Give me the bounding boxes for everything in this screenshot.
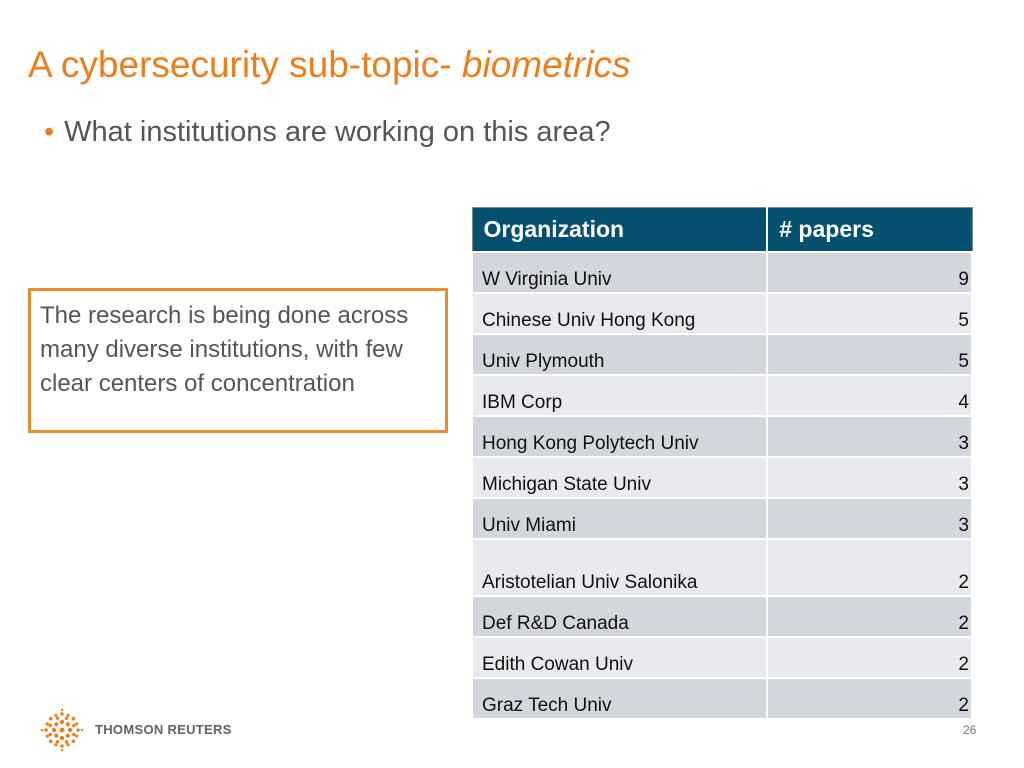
- papers-cell: 3: [766, 415, 973, 458]
- organization-cell: Chinese Univ Hong Kong: [470, 292, 769, 335]
- papers-cell: 2: [766, 677, 973, 720]
- thomson-reuters-logo-icon: [40, 708, 84, 752]
- organization-cell: Michigan State Univ: [470, 456, 769, 499]
- organization-cell: Univ Plymouth: [470, 333, 769, 376]
- slide-title: A cybersecurity sub-topic- biometrics: [28, 44, 631, 86]
- table-row: Chinese Univ Hong Kong 5: [470, 292, 973, 335]
- organization-cell: Aristotelian Univ Salonika: [470, 538, 769, 597]
- table-row: Univ Miami 3: [470, 497, 973, 540]
- organization-cell: Univ Miami: [470, 497, 769, 540]
- bullet-dot-icon: •: [44, 116, 55, 148]
- table-row: Michigan State Univ 3: [470, 456, 973, 499]
- callout-box: The research is being done across many d…: [28, 288, 448, 433]
- bullet-item: • What institutions are working on this a…: [44, 116, 611, 149]
- table-header-row: Organization # papers: [472, 207, 972, 253]
- table-row: Aristotelian Univ Salonika 2: [470, 538, 973, 597]
- table-row: Univ Plymouth 5: [470, 333, 973, 376]
- table-row: Edith Cowan Univ 2: [470, 636, 973, 679]
- papers-cell: 3: [766, 456, 973, 499]
- papers-cell: 2: [766, 595, 973, 638]
- column-header-papers: # papers: [767, 207, 972, 253]
- title-emphasis: biometrics: [461, 44, 631, 85]
- table-row: Hong Kong Polytech Univ 3: [470, 415, 973, 458]
- organization-cell: Def R&D Canada: [470, 595, 769, 638]
- table-row: Def R&D Canada 2: [470, 595, 973, 638]
- title-plain: A cybersecurity sub-topic-: [28, 44, 462, 85]
- papers-cell: 4: [766, 374, 973, 417]
- organization-cell: Edith Cowan Univ: [470, 636, 769, 679]
- organizations-table: Organization # papers W Virginia Univ 9 …: [470, 207, 973, 720]
- organization-cell: Hong Kong Polytech Univ: [470, 415, 769, 458]
- table-row: W Virginia Univ 9: [470, 251, 973, 294]
- papers-cell: 5: [766, 333, 973, 376]
- table-row: IBM Corp 4: [470, 374, 973, 417]
- papers-cell: 3: [766, 497, 973, 540]
- papers-cell: 9: [766, 251, 973, 294]
- organization-cell: IBM Corp: [470, 374, 769, 417]
- table-row: Graz Tech Univ 2: [470, 677, 973, 720]
- brand-name: THOMSON REUTERS: [95, 722, 232, 737]
- organization-cell: W Virginia Univ: [470, 251, 769, 294]
- papers-cell: 2: [766, 538, 973, 597]
- column-header-organization: Organization: [472, 207, 769, 253]
- callout-text: The research is being done across many d…: [40, 302, 409, 397]
- page-number: 26: [963, 723, 977, 737]
- bullet-text: What institutions are working on this ar…: [64, 116, 611, 148]
- papers-cell: 2: [766, 636, 973, 679]
- papers-cell: 5: [766, 292, 973, 335]
- organization-cell: Graz Tech Univ: [470, 677, 769, 720]
